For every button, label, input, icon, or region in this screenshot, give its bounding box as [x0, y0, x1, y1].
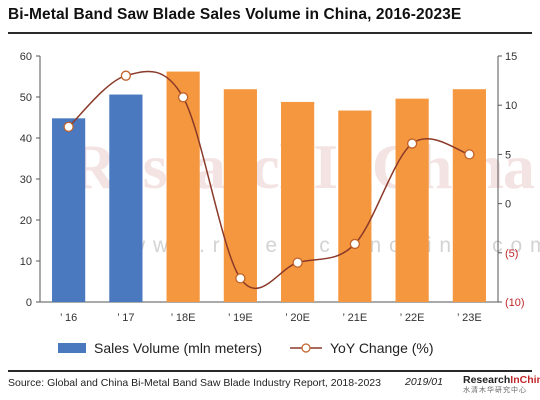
bar-sales-1 — [109, 94, 143, 302]
point-yoy-4 — [292, 257, 303, 268]
x-tick-label: ’ 19E — [228, 312, 253, 324]
y-right-tick-label: 15 — [505, 51, 517, 63]
legend: Sales Volume (mln meters) YoY Change (%) — [0, 340, 540, 360]
x-tick-label: ’ 20E — [285, 312, 310, 324]
y-left-tick-label: 50 — [20, 92, 32, 104]
point-yoy-6 — [406, 138, 418, 149]
legend-item-sales: Sales Volume (mln meters) — [58, 340, 262, 356]
line-yoy-change — [68, 70, 470, 289]
chart-area: 0 10 20 30 40 50 60 15 10 5 0 (5) (10)’ 16’ 17’ 18E’… — [0, 36, 540, 334]
bar-sales-6 — [395, 98, 429, 302]
x-tick-label: ’ 17 — [117, 312, 134, 324]
logo-brand-second: InChina — [510, 374, 540, 386]
bar-sales-4 — [281, 101, 315, 302]
x-tick-label: ’ 23E — [457, 312, 482, 324]
point-yoy-2 — [177, 92, 189, 103]
x-tick-label: ’ 16 — [60, 312, 77, 324]
y-left-tick-label: 60 — [20, 51, 32, 63]
chart-title: Bi-Metal Band Saw Blade Sales Volume in … — [8, 6, 462, 23]
x-tick-label: ’ 22E — [400, 312, 425, 324]
y-left-tick-label: 30 — [20, 174, 32, 186]
logo-brand-first: Research — [463, 374, 511, 386]
legend-line-label: YoY Change (%) — [330, 340, 434, 356]
source-note: Source: Global and China Bi-Metal Band S… — [8, 377, 381, 389]
title-rule — [8, 32, 532, 34]
y-left-tick-label: 0 — [26, 297, 32, 309]
y-left-tick-label: 10 — [20, 256, 32, 268]
point-yoy-7 — [464, 149, 475, 160]
bar-sales-2 — [166, 71, 200, 302]
publish-date: 2019/01 — [405, 376, 443, 388]
bar-sales-5 — [338, 110, 372, 302]
point-yoy-5 — [349, 238, 361, 250]
bar-sales-3 — [223, 89, 257, 303]
point-yoy-3 — [235, 273, 246, 284]
brand-logo: ResearchInChina 水清木华研究中心 — [463, 374, 540, 396]
footer-rule — [8, 370, 532, 372]
point-yoy-1 — [120, 70, 132, 81]
y-left-tick-label: 20 — [20, 215, 32, 227]
y-right-tick-label: 5 — [505, 149, 511, 161]
legend-bar-label: Sales Volume (mln meters) — [94, 340, 263, 356]
y-right-tick-label: 10 — [505, 100, 517, 112]
y-left-tick-label: 40 — [20, 133, 32, 145]
bar-sales-0 — [52, 118, 86, 302]
y-right-tick-label: 0 — [505, 199, 511, 211]
x-tick-label: ’ 18E — [171, 312, 196, 324]
bar-sales-7 — [452, 89, 486, 303]
legend-item-yoy: YoY Change (%) — [290, 340, 434, 356]
point-yoy-0 — [63, 121, 74, 132]
legend-bar-swatch — [58, 343, 86, 353]
logo-subtitle: 水清木华研究中心 — [463, 387, 527, 394]
legend-line-swatch — [290, 343, 322, 353]
y-right-tick-label: (5) — [505, 248, 518, 260]
x-tick-label: ’ 21E — [343, 312, 368, 324]
y-right-tick-label: (10) — [505, 297, 525, 309]
